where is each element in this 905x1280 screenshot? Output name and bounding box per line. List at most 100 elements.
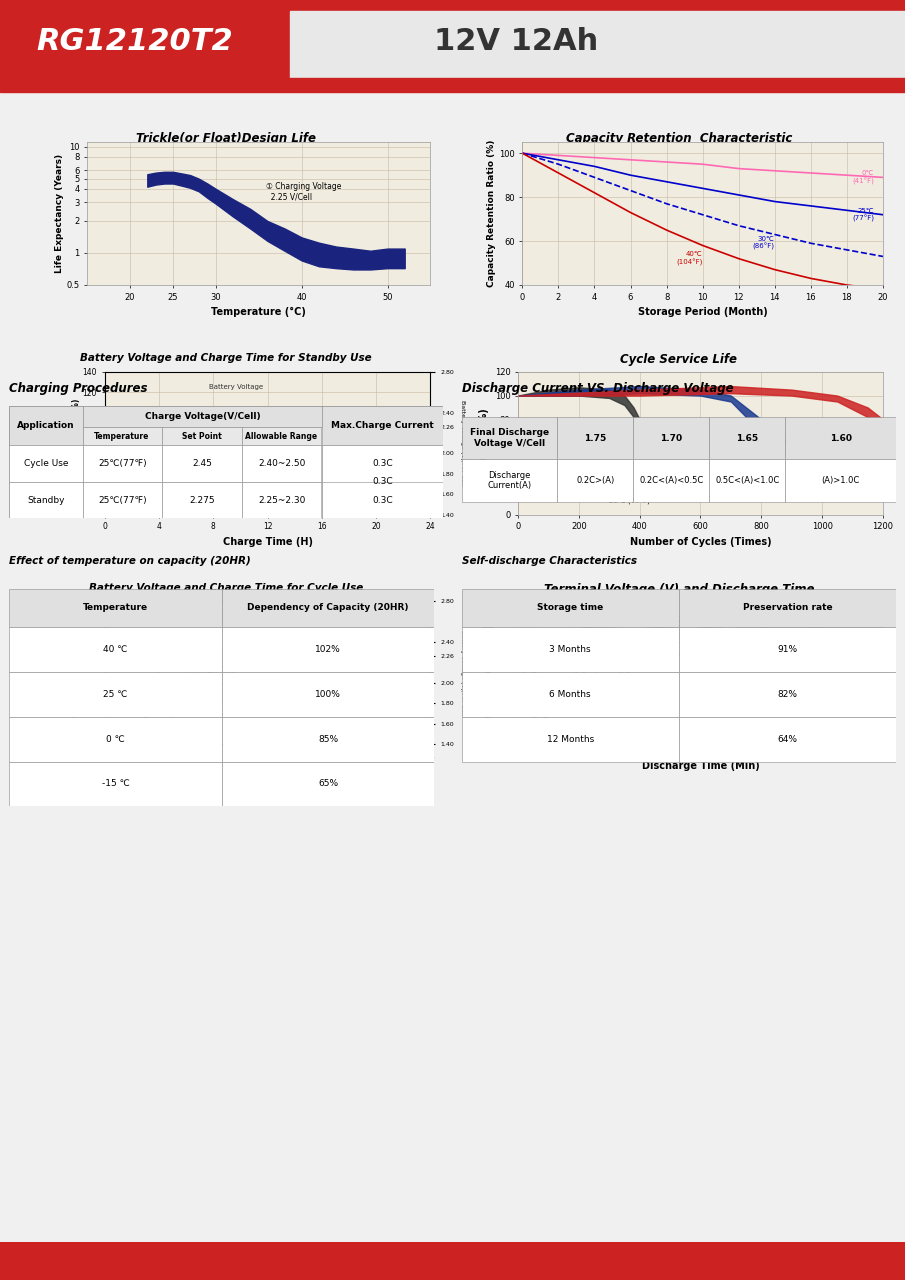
Text: 25℃(77℉): 25℃(77℉): [99, 460, 147, 468]
Y-axis label: Capacity Retention Ratio (%): Capacity Retention Ratio (%): [487, 140, 496, 287]
Bar: [557, 417, 634, 460]
Text: 25℃(77℉): 25℃(77℉): [99, 495, 147, 504]
Text: Battery Voltage and Charge Time for Cycle Use: Battery Voltage and Charge Time for Cycl…: [89, 582, 364, 593]
Text: Dependency of Capacity (20HR): Dependency of Capacity (20HR): [247, 603, 409, 613]
Text: 0.3C: 0.3C: [372, 460, 393, 468]
Text: Cycle Service Life: Cycle Service Life: [620, 353, 738, 366]
Text: 2C: 2C: [592, 669, 601, 675]
Bar: [162, 445, 242, 481]
Bar: [242, 445, 321, 481]
Text: 1C: 1C: [646, 635, 654, 640]
Text: 64%: 64%: [777, 735, 797, 744]
Text: 0.3C: 0.3C: [372, 495, 393, 504]
X-axis label: Number of Cycles (Times): Number of Cycles (Times): [630, 536, 771, 547]
Text: 2.45: 2.45: [192, 460, 212, 468]
Text: -15 ℃: -15 ℃: [101, 780, 129, 788]
Text: 1.60: 1.60: [830, 434, 852, 443]
Y-axis label: Life Expectancy (Years): Life Expectancy (Years): [54, 154, 63, 273]
Text: 100%: 100%: [315, 690, 341, 699]
Bar: [9, 627, 222, 672]
Y-axis label: Terminal Voltage (V): Terminal Voltage (V): [484, 612, 494, 724]
Text: Terminal Voltage (V) and Discharge Time: Terminal Voltage (V) and Discharge Time: [544, 582, 814, 596]
Text: 1.65: 1.65: [736, 434, 758, 443]
Bar: [222, 589, 434, 627]
Bar: [9, 589, 222, 627]
Text: 40 ℃: 40 ℃: [103, 645, 128, 654]
Bar: [786, 460, 896, 502]
Text: Discharge
Depth 50%: Discharge Depth 50%: [637, 438, 676, 452]
Bar: [222, 717, 434, 762]
Text: ① Discharge
  -100%(0.05CA×20H)
  -50%(0.05CA×10H)
② Charge
  Charge Voltage
  (: ① Discharge -100%(0.05CA×20H) -50%(0.05C…: [209, 421, 283, 470]
Text: 25℃
(77°F): 25℃ (77°F): [852, 207, 874, 221]
Text: Charge
Quantity (to
Discharge
Quantity) Rate: Charge Quantity (to Discharge Quantity) …: [186, 433, 233, 456]
Bar: [83, 481, 162, 518]
Text: Discharge Current VS. Discharge Voltage: Discharge Current VS. Discharge Voltage: [462, 381, 733, 394]
Bar: [462, 417, 557, 460]
Bar: [679, 589, 896, 627]
Bar: [162, 428, 242, 445]
Text: 0℃
(41°F): 0℃ (41°F): [852, 170, 874, 184]
Bar: [322, 445, 443, 518]
Text: Final Discharge
Voltage V/Cell: Final Discharge Voltage V/Cell: [470, 429, 549, 448]
Text: 0.3C: 0.3C: [372, 477, 393, 486]
Text: 0.2C>(A): 0.2C>(A): [576, 476, 614, 485]
Text: Cycle Use: Cycle Use: [24, 460, 68, 468]
Y-axis label: Battery Voltage (V)/Per Cell: Battery Voltage (V)/Per Cell: [460, 630, 465, 716]
Text: Battery Voltage: Battery Voltage: [209, 613, 263, 620]
Bar: [222, 672, 434, 717]
Bar: [322, 406, 443, 445]
Text: Preservation rate: Preservation rate: [742, 603, 833, 613]
Bar: [9, 672, 222, 717]
Y-axis label: Charge Quantity (%): Charge Quantity (%): [72, 399, 81, 488]
Text: 0.5C<(A)<1.0C: 0.5C<(A)<1.0C: [715, 476, 779, 485]
Text: 12V 12Ah: 12V 12Ah: [434, 27, 598, 56]
Text: Temperature: Temperature: [94, 431, 149, 440]
Bar: [9, 717, 222, 762]
Y-axis label: Charge Quantity (%): Charge Quantity (%): [72, 628, 81, 717]
Text: Battery Voltage and Charge Time for Standby Use: Battery Voltage and Charge Time for Stan…: [81, 353, 372, 364]
Bar: [462, 672, 679, 717]
Text: 6 Months: 6 Months: [549, 690, 591, 699]
Text: 0.09C: 0.09C: [786, 611, 805, 616]
Text: Battery Voltage: Battery Voltage: [209, 384, 263, 390]
Bar: [9, 481, 83, 518]
Text: Self-discharge Characteristics: Self-discharge Characteristics: [462, 556, 636, 566]
Text: 0 ℃: 0 ℃: [106, 735, 125, 744]
Text: Standby: Standby: [27, 495, 65, 504]
Y-axis label: Capacity (%): Capacity (%): [479, 408, 489, 477]
Bar: [9, 445, 83, 481]
Text: Discharge
Depth 30%: Discharge Depth 30%: [761, 438, 800, 452]
Text: Charging Procedures: Charging Procedures: [9, 381, 148, 394]
Bar: [83, 406, 322, 426]
Bar: [462, 627, 679, 672]
Bar: [634, 417, 710, 460]
Text: 65%: 65%: [318, 780, 338, 788]
Text: 0.6C: 0.6C: [677, 630, 691, 635]
Text: 2.25~2.30: 2.25~2.30: [258, 495, 305, 504]
Bar: [0, 78, 905, 92]
Bar: [9, 406, 83, 445]
Bar: [557, 460, 634, 502]
Text: ① Charging Voltage
  2.25 V/Cell: ① Charging Voltage 2.25 V/Cell: [266, 182, 341, 202]
Text: ← Hr →: ← Hr →: [777, 753, 806, 762]
Bar: [786, 417, 896, 460]
Bar: [462, 717, 679, 762]
Bar: [462, 589, 679, 627]
Text: 85%: 85%: [318, 735, 338, 744]
Text: 30℃
(86°F): 30℃ (86°F): [753, 236, 775, 251]
Text: Allowable Range: Allowable Range: [245, 431, 317, 440]
Text: 40℃
(104°F): 40℃ (104°F): [676, 251, 702, 266]
Bar: [242, 481, 321, 518]
Bar: [634, 460, 710, 502]
Text: Discharge
Depth 100%: Discharge Depth 100%: [515, 438, 558, 452]
Bar: [710, 460, 786, 502]
Text: 1.70: 1.70: [660, 434, 682, 443]
Text: Capacity Retention  Characteristic: Capacity Retention Characteristic: [566, 132, 792, 145]
Text: 0.2C<(A)<0.5C: 0.2C<(A)<0.5C: [639, 476, 703, 485]
X-axis label: Charge Time (H): Charge Time (H): [223, 536, 312, 547]
Bar: [679, 627, 896, 672]
Bar: [162, 481, 242, 518]
Bar: [710, 417, 786, 460]
Bar: [222, 627, 434, 672]
Text: ← Min →: ← Min →: [610, 753, 644, 762]
